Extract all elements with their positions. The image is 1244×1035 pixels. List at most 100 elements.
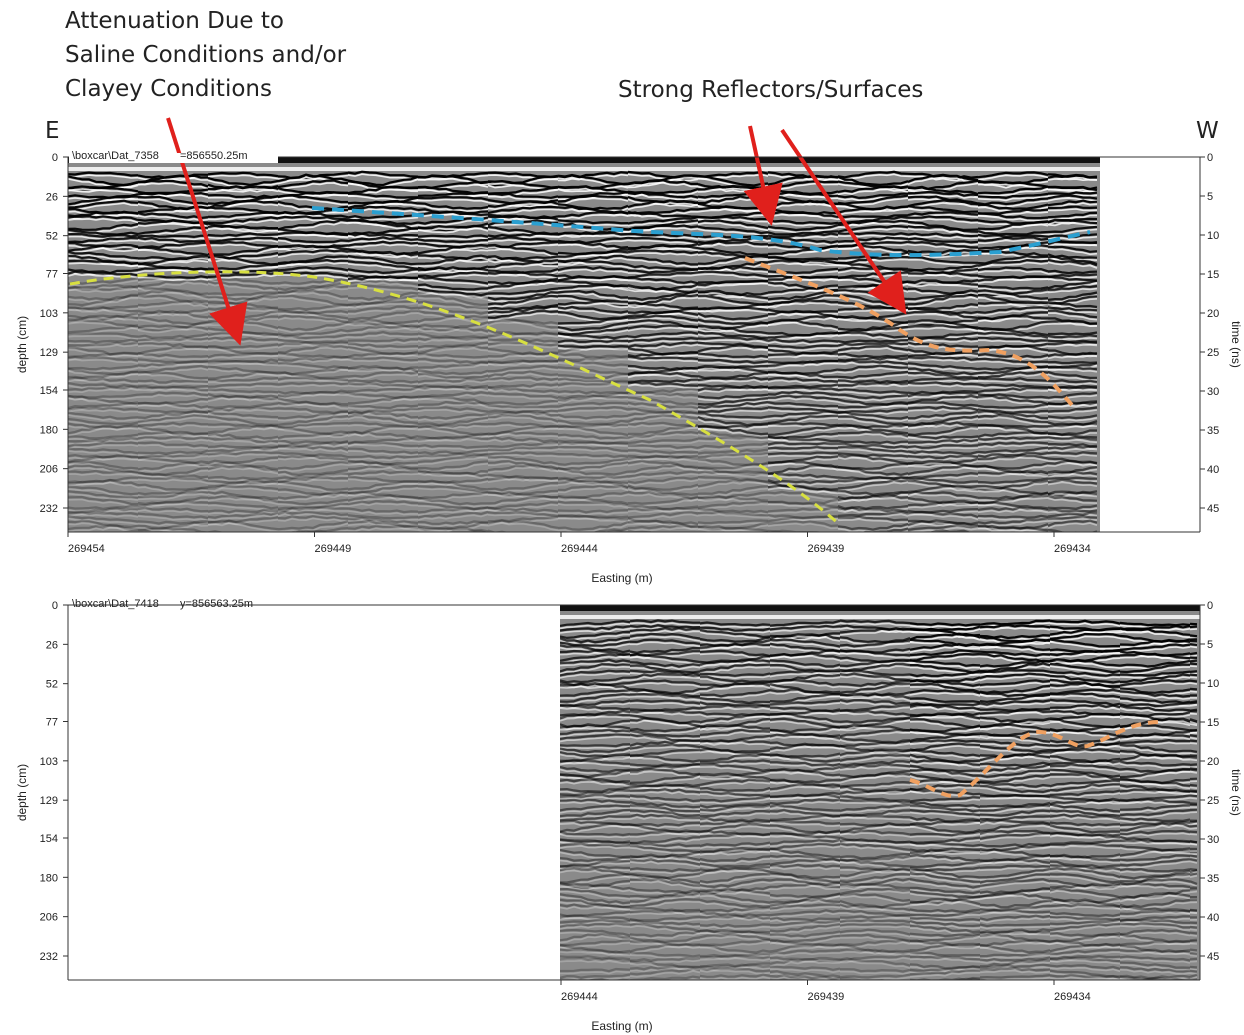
y-tick-label: 154 [40, 833, 58, 845]
reflection [1190, 826, 1197, 827]
y2-tick-label: 15 [1207, 269, 1219, 281]
radargram [560, 605, 1200, 990]
reflection [908, 533, 978, 539]
reflection [488, 535, 558, 541]
reflection [1050, 981, 1120, 987]
reflection [560, 744, 630, 746]
y2-tick-label: 25 [1207, 795, 1219, 807]
reflection [1190, 671, 1197, 672]
reflection [1048, 452, 1097, 454]
reflection [138, 236, 208, 237]
reflection [1190, 873, 1197, 874]
reflection [1190, 653, 1197, 654]
reflection [978, 533, 1048, 540]
reflection [488, 532, 558, 538]
reflection [1120, 982, 1190, 985]
reflection [1190, 738, 1197, 739]
reflection [768, 533, 838, 538]
x-tick-label: 269439 [808, 991, 845, 1003]
y-tick-label: 52 [46, 679, 58, 691]
y2-axis-label: time (ns) [1229, 769, 1243, 816]
reflection [768, 447, 838, 449]
reflection [1190, 757, 1197, 758]
reflection [1190, 950, 1197, 951]
reflection [1190, 795, 1197, 796]
y2-tick-label: 40 [1207, 464, 1219, 476]
y-tick-label: 77 [46, 716, 58, 728]
reflection [560, 982, 630, 985]
direction: W [1196, 118, 1219, 144]
reflection [208, 535, 278, 541]
y-tick-label: 129 [40, 347, 58, 359]
reflection [1048, 532, 1097, 536]
reflection [1190, 743, 1197, 744]
reflection [488, 533, 558, 537]
reflection [560, 982, 630, 984]
y2-tick-label: 20 [1207, 308, 1219, 320]
reflection [700, 981, 770, 987]
reflection [1048, 532, 1097, 539]
reflection [138, 533, 208, 541]
reflection [208, 533, 278, 539]
reflection [1190, 675, 1197, 676]
reflection [698, 474, 768, 475]
reflection [1190, 705, 1197, 706]
reflection [418, 534, 488, 538]
reflection [1190, 859, 1197, 861]
reflection [768, 533, 838, 536]
x-tick-label: 269439 [808, 543, 845, 555]
reflection [980, 982, 1050, 989]
reflection [348, 456, 418, 458]
y-tick-label: 206 [40, 464, 58, 476]
reflection [628, 533, 698, 542]
y2-tick-label: 0 [1207, 152, 1213, 164]
reflection [838, 538, 908, 542]
reflection [1190, 644, 1197, 645]
y2-tick-label: 15 [1207, 717, 1219, 729]
y-tick-label: 180 [40, 872, 58, 884]
annotation: Strong Reflectors/Surfaces [618, 77, 923, 103]
reflection [1190, 791, 1197, 792]
y2-tick-label: 0 [1207, 600, 1213, 612]
y-tick-label: 206 [40, 912, 58, 924]
reflection [1190, 767, 1197, 768]
reflection [840, 924, 910, 925]
annotation: Saline Conditions and/or [65, 42, 347, 68]
x-tick-label: 269454 [68, 543, 105, 555]
reflection [910, 981, 980, 984]
reflection [1190, 933, 1197, 934]
y2-tick-label: 10 [1207, 678, 1219, 690]
surface-band [68, 167, 1100, 171]
y-tick-label: 26 [46, 639, 58, 651]
reflection [208, 534, 278, 538]
y-tick-label: 232 [40, 503, 58, 515]
reflection [978, 535, 1048, 542]
y2-tick-label: 25 [1207, 347, 1219, 359]
reflection [1190, 855, 1197, 856]
y2-tick-label: 35 [1207, 873, 1219, 885]
reflection [1048, 534, 1097, 541]
reflection [910, 981, 980, 987]
reflection [1190, 788, 1197, 789]
reflection [1190, 770, 1197, 771]
surface-band [560, 615, 1200, 619]
reflection [770, 982, 840, 986]
reflection [1190, 656, 1197, 657]
reflection [1190, 730, 1197, 731]
reflection [840, 987, 910, 989]
reflection [1190, 953, 1197, 954]
reflection [1190, 929, 1197, 930]
reflection [1190, 661, 1197, 662]
reflection [1190, 635, 1197, 636]
reflection [488, 452, 558, 454]
annotation: Clayey Conditions [65, 76, 272, 102]
reflection [1190, 981, 1197, 982]
y-tick-label: 103 [40, 308, 58, 320]
reflection [1190, 892, 1197, 893]
reflection [1190, 984, 1197, 985]
reflection [768, 453, 838, 455]
reflection [1190, 793, 1197, 794]
y2-axis-label: time (ns) [1229, 321, 1243, 368]
reflection [698, 471, 768, 472]
x-axis-label: Easting (m) [591, 1019, 652, 1033]
